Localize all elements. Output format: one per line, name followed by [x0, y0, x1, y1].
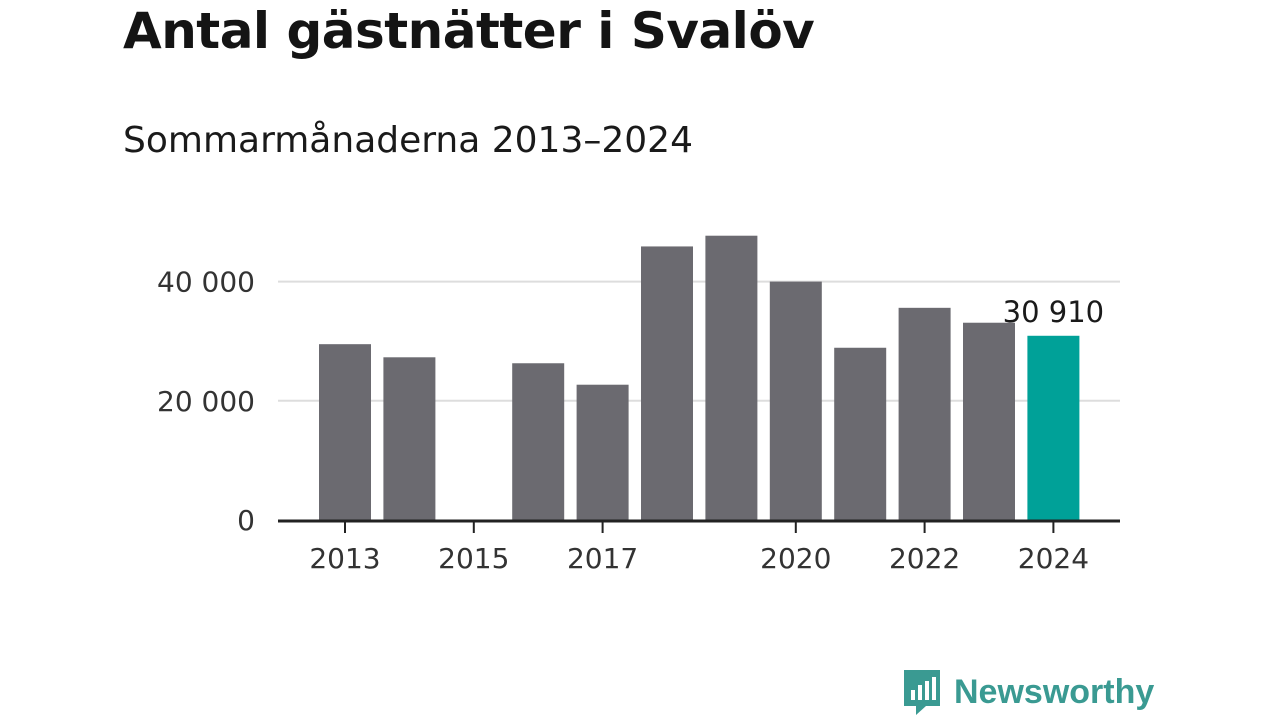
bar-2019 [705, 235, 758, 520]
bar-2013 [319, 344, 371, 520]
newsworthy-logo: Newsworthy [902, 668, 1154, 716]
y-tick-label: 20 000 [157, 385, 255, 418]
value-label: 30 910 [1003, 295, 1104, 329]
bar-2020 [769, 281, 822, 520]
chart-title: Antal gästnätter i Svalöv [123, 2, 815, 60]
x-tick-label: 2020 [760, 542, 831, 575]
chart-subtitle: Sommarmånaderna 2013–2024 [123, 120, 693, 161]
bar-2024 [1027, 335, 1080, 520]
bar-2018 [641, 246, 693, 520]
x-tick-label: 2013 [309, 542, 380, 575]
y-tick-label: 40 000 [157, 266, 255, 299]
bar-2022 [898, 307, 951, 520]
x-tick-label: 2015 [438, 542, 509, 575]
bar-2023 [963, 322, 1015, 520]
bar-2014 [383, 357, 436, 520]
y-tick-label: 0 [237, 504, 255, 537]
axes [278, 519, 1120, 533]
x-tick-label: 2017 [567, 542, 638, 575]
bar-2017 [576, 384, 629, 520]
bars [319, 235, 1080, 520]
newsworthy-logo-icon [904, 670, 940, 715]
bar-2016 [512, 363, 565, 520]
x-tick-label: 2024 [1018, 542, 1089, 575]
labels: 0 20 000 40 000 2013 2015 2017 2020 2022 2024 30 … [157, 266, 1104, 575]
x-tick-label: 2022 [889, 542, 960, 575]
bar-2021 [834, 347, 887, 520]
newsworthy-logo-text: Newsworthy [954, 672, 1155, 711]
bar-chart: 0 20 000 40 000 2013 2015 2017 2020 2022 2024 30 … [157, 235, 1120, 575]
